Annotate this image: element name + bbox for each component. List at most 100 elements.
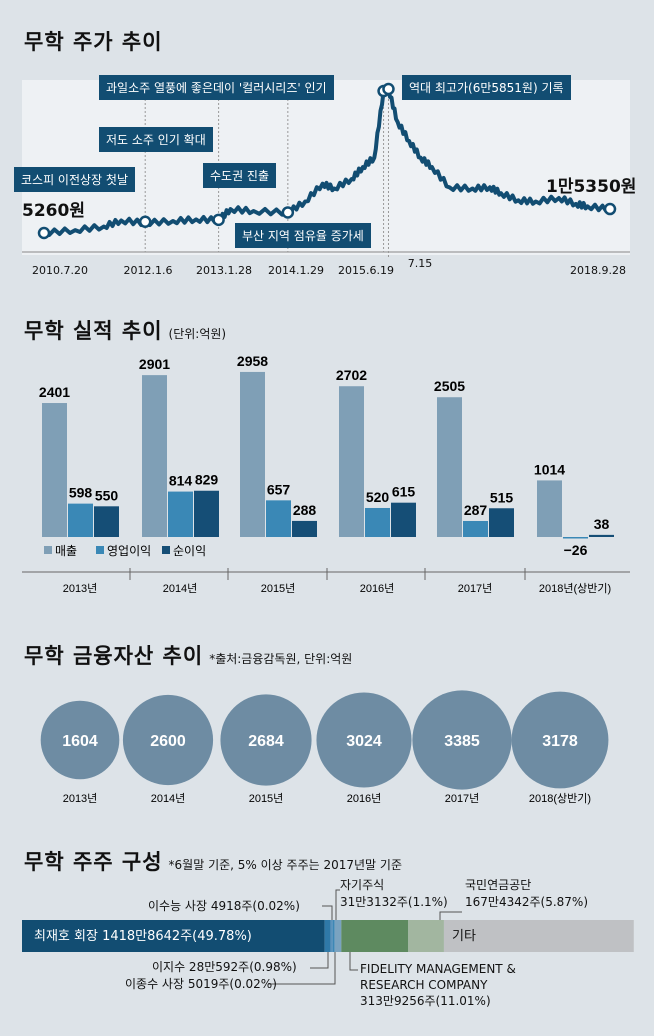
label-fidelity-1: FIDELITY MANAGEMENT &: [360, 962, 516, 976]
asset-bubble: [40, 700, 120, 780]
leader-line: [439, 911, 462, 920]
bubble-value: 3178: [542, 733, 578, 750]
label-fidelity-2: RESEARCH COMPANY: [360, 978, 488, 992]
bar-매출: [339, 386, 364, 537]
callout-low-alcohol: 저도 소주 인기 확대: [99, 127, 213, 152]
callout-fruit-soju: 과일소주 열풍에 좋은데이 '컬러시리즈' 인기: [99, 75, 334, 100]
x-tick: 2015.6.19: [338, 264, 394, 277]
leader-line: [268, 952, 336, 985]
bubble-value: 2600: [150, 733, 186, 750]
x-tick: 2013.1.28: [196, 264, 252, 277]
shareholder-bar: [22, 889, 634, 985]
label-ijongsu: 이종수 사장 5019주(0.02%): [125, 977, 277, 991]
callout-kospi-listing: 코스피 이전상장 첫날: [14, 167, 135, 192]
event-marker: [382, 82, 395, 96]
category-label: 2014년: [163, 582, 198, 595]
category-label: 2013년: [63, 582, 98, 595]
bar-value-label: 829: [195, 472, 219, 488]
segment-7: [443, 920, 634, 952]
category-label: 2018년(상반기): [539, 582, 611, 595]
bar-value-label: 2901: [139, 356, 170, 372]
label-treasury-2: 31만3132주(1.1%): [340, 895, 448, 909]
segment-0: [22, 920, 325, 952]
bar-매출: [142, 375, 167, 537]
category-label: 2015년: [261, 582, 296, 595]
assets-title-text: 무학 금융자산 추이: [24, 644, 204, 668]
label-isn: 이수능 사장 4918주(0.02%): [148, 899, 300, 913]
bar-value-label: 814: [169, 473, 193, 489]
stock-price-line: [43, 85, 611, 237]
asset-bubble: [412, 690, 512, 790]
bubble-year: 2016년: [347, 792, 382, 805]
bar-매출: [437, 397, 462, 537]
x-tick: 7.15: [407, 257, 433, 270]
bar-영업이익: [68, 503, 93, 537]
x-tick: 2012.1.6: [123, 264, 173, 277]
bar-value-label: 657: [267, 481, 291, 497]
segment-6: [408, 920, 444, 952]
callout-capital-area: 수도권 진출: [203, 163, 277, 188]
bubble-value: 3385: [444, 733, 480, 750]
leader-line: [310, 952, 329, 969]
event-marker: [212, 213, 225, 227]
bar-value-label: 2702: [336, 367, 367, 383]
category-label: 2017년: [458, 582, 493, 595]
bubble-year: 2015년: [249, 792, 284, 805]
legend-swatch: [96, 546, 104, 554]
bar-value-label: 598: [69, 485, 93, 501]
bar-value-label: 38: [594, 516, 610, 532]
bubble-value: 2684: [248, 733, 284, 750]
asset-bubble: [316, 692, 412, 788]
bubble-value: 1604: [62, 733, 98, 750]
earnings-unit: (단위:억원): [168, 327, 227, 341]
bar-영업이익: [365, 507, 390, 537]
x-tick: 2018.9.28: [570, 264, 626, 277]
segment-1: [324, 920, 331, 952]
start-price-label: 5260원: [22, 201, 85, 221]
bar-value-label: 2505: [434, 378, 465, 394]
segment-5: [341, 920, 409, 952]
legend-label: 매출: [55, 544, 77, 558]
event-marker: [37, 226, 51, 240]
segment-3: [332, 920, 335, 952]
bar-영업이익: [266, 500, 291, 537]
bar-순이익: [292, 520, 317, 537]
leader-line: [335, 889, 340, 920]
legend-swatch: [162, 546, 170, 554]
bar-순이익: [391, 502, 416, 537]
legend-swatch: [44, 546, 52, 554]
leader-line: [322, 905, 333, 920]
category-label: 2016년: [360, 582, 395, 595]
assets-title: 무학 금융자산 추이 *출처:금융감독원, 단위:억원: [24, 640, 352, 670]
bubble-year: 2017년: [445, 792, 480, 805]
bar-순이익: [589, 534, 614, 537]
bar-value-label: 2958: [237, 353, 268, 369]
event-marker: [603, 202, 617, 216]
shareholders-title-text: 무학 주주 구성: [24, 850, 163, 874]
bubble-year: 2013년: [63, 792, 98, 805]
segment-4: [334, 920, 342, 952]
bar-value-label: 615: [392, 484, 416, 500]
bar-value-label: 520: [366, 489, 390, 505]
segment-2: [330, 920, 333, 952]
label-etc: 기타: [452, 929, 476, 944]
label-fidelity-3: 313만9256주(11.01%): [360, 994, 491, 1008]
shareholders-note: *6월말 기준, 5% 이상 주주는 2017년말 기준: [168, 858, 402, 872]
label-nps-2: 167만4342주(5.87%): [465, 895, 589, 909]
bar-순이익: [194, 490, 219, 537]
assets-unit: *출처:금융감독원, 단위:억원: [209, 652, 353, 666]
bar-value-label: 515: [490, 489, 514, 505]
bar-영업이익: [168, 491, 193, 537]
x-tick: 2014.1.29: [268, 264, 324, 277]
bubble-year: 2014년: [151, 792, 186, 805]
bar-매출: [537, 480, 562, 537]
legend-label: 영업이익: [107, 544, 151, 558]
bar-value-label: 1014: [534, 461, 565, 477]
callout-record-high: 역대 최고가(6만5851원) 기록: [402, 75, 571, 100]
bar-매출: [240, 371, 265, 537]
assets-bubble-chart: 1604 2013년 2600 2014년 2684 2015년 3024 2016년 3385…: [40, 690, 609, 805]
asset-bubble: [511, 691, 609, 789]
x-tick: 2010.7.20: [32, 264, 88, 277]
bar-value-label: 550: [95, 487, 119, 503]
label-ijs: 이지수 28만592주(0.98%): [152, 960, 297, 974]
